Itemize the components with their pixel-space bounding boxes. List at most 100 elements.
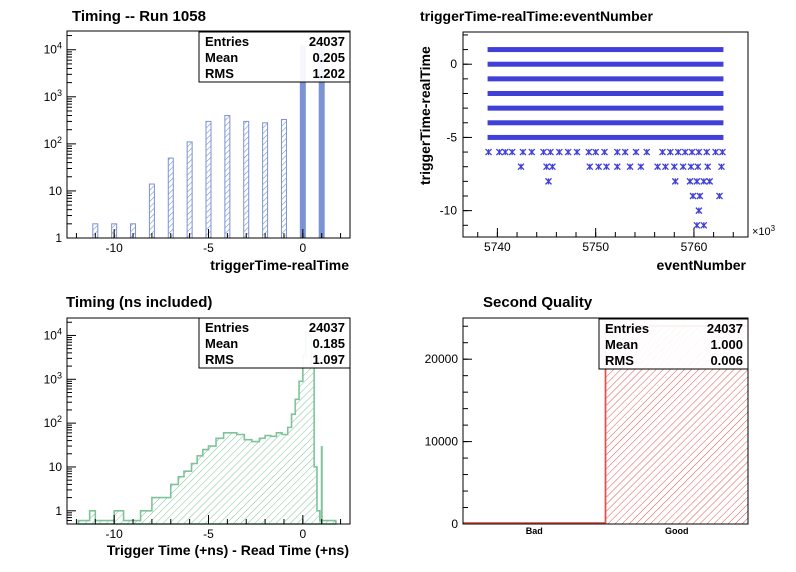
scatter-point (643, 148, 651, 156)
histogram-bar (167, 157, 174, 239)
panel-2-frame (462, 31, 749, 238)
histogram-bar (224, 115, 231, 239)
scatter-point (700, 221, 708, 229)
scatter-point (495, 148, 503, 156)
histogram-bar (280, 118, 287, 239)
scatter-point (555, 148, 563, 156)
category-label-good: Good (665, 526, 689, 536)
y-tick-label: 10 (49, 184, 63, 198)
scatter-point (654, 163, 662, 171)
panel-4-axes: 0 10000 20000 Bad Good (425, 325, 689, 536)
scatter-point (703, 148, 711, 156)
stats-box-frame (198, 31, 351, 83)
y-tick-label: 10000 (425, 435, 459, 449)
scatter-point (704, 163, 712, 171)
y-tick-label: 0 (450, 57, 457, 71)
panel-3-title: Timing (ns included) (66, 294, 212, 311)
scatter-point (632, 148, 640, 156)
stats-label-rms: RMS (205, 352, 234, 367)
scatter-point (686, 177, 694, 185)
scatter-point (613, 163, 621, 171)
scatter-point (586, 163, 594, 171)
panel-second-quality: Second Quality 0 10000 20000 Bad Good Entrie… (425, 294, 749, 536)
x-tick-label: 0 (299, 527, 306, 541)
scatter-band (487, 61, 724, 67)
stats-value-rms: 0.006 (710, 353, 743, 368)
stats-label-entries: Entries (605, 321, 649, 336)
panel-2-x-multiplier: ×103 (752, 224, 776, 238)
scatter-point (716, 192, 723, 200)
stats-value-entries: 24037 (707, 321, 743, 336)
panel-2-title: triggerTime-realTime:eventNumber (420, 8, 653, 24)
stats-label-mean: Mean (205, 50, 238, 65)
scatter-point (592, 148, 600, 156)
scatter-point (595, 163, 603, 171)
stats-value-mean: 0.205 (312, 50, 345, 65)
x-tick-label: -10 (105, 527, 123, 541)
y-tick-label: 103 (44, 88, 62, 104)
scatter-point (517, 163, 525, 171)
scatter-point (626, 163, 634, 171)
x-tick-label: 5740 (484, 240, 511, 254)
panel-1-bars (92, 45, 325, 239)
scatter-point (694, 163, 702, 171)
panel-3-xlabel: Trigger Time (+ns) - Read Time (+ns) (107, 542, 349, 558)
scatter-point (548, 163, 556, 171)
histogram-bar (205, 120, 212, 239)
scatter-point (695, 207, 703, 215)
scatter-band (487, 76, 724, 82)
y-tick-label: 1 (55, 231, 62, 245)
scatter-point (706, 177, 714, 185)
scatter-point (695, 148, 703, 156)
scatter-point (700, 177, 708, 185)
panel-1-title: Timing -- Run 1058 (72, 8, 206, 25)
y-tick-label: 102 (44, 414, 62, 430)
scatter-point (545, 177, 552, 185)
y-tick-label: 104 (44, 41, 62, 57)
histogram-bar (262, 122, 269, 239)
scatter-point (613, 148, 621, 156)
stats-label-rms: RMS (205, 66, 234, 81)
panel-2-points (485, 47, 726, 229)
scatter-band (487, 134, 724, 140)
scatter-point (485, 148, 493, 156)
scatter-point (601, 148, 608, 156)
scatter-point (585, 148, 593, 156)
y-tick-label: 1 (55, 504, 62, 518)
panel-3-axes: 1 10 102 103 104 -10 -5 0 (44, 321, 342, 541)
panel-4-frame (462, 317, 749, 525)
panel-2-ylabel: triggerTime-realTime (417, 46, 433, 185)
scatter-band (487, 91, 724, 96)
stats-label-mean: Mean (205, 336, 238, 351)
y-tick-label: -5 (446, 130, 457, 144)
scatter-point (718, 163, 725, 171)
scatter-band (487, 105, 724, 111)
scatter-point (661, 163, 669, 171)
panel-2-axes: 0 -5 -10 5740 5750 5760 (440, 34, 734, 254)
scatter-point (519, 148, 527, 156)
scatter-point (547, 148, 554, 156)
panel-timing-run: Timing -- Run 1058 1 10 102 103 104 -10 -5 0 tr… (44, 8, 351, 273)
stats-value-rms: 1.202 (312, 66, 345, 81)
x-tick-label: -10 (105, 241, 123, 255)
scatter-point (670, 163, 678, 171)
stats-value-entries: 24037 (309, 34, 345, 49)
panel-1-stats-box: Entries 24037 Mean 0.205 RMS 1.202 (198, 31, 351, 83)
scatter-point (718, 148, 726, 156)
scatter-point (659, 148, 666, 156)
histogram-bar (148, 183, 155, 239)
stats-value-rms: 1.097 (312, 352, 345, 367)
scatter-point (508, 148, 516, 156)
scatter-point (666, 148, 674, 156)
scatter-band (487, 120, 724, 126)
stats-label-rms: RMS (605, 353, 634, 368)
scatter-point (681, 148, 689, 156)
stats-label-entries: Entries (205, 34, 249, 49)
scatter-point (696, 192, 704, 200)
stats-value-entries: 24037 (309, 320, 345, 335)
x-tick-label: 0 (299, 241, 306, 255)
x-tick-label: -5 (203, 527, 214, 541)
scatter-point (671, 177, 679, 185)
